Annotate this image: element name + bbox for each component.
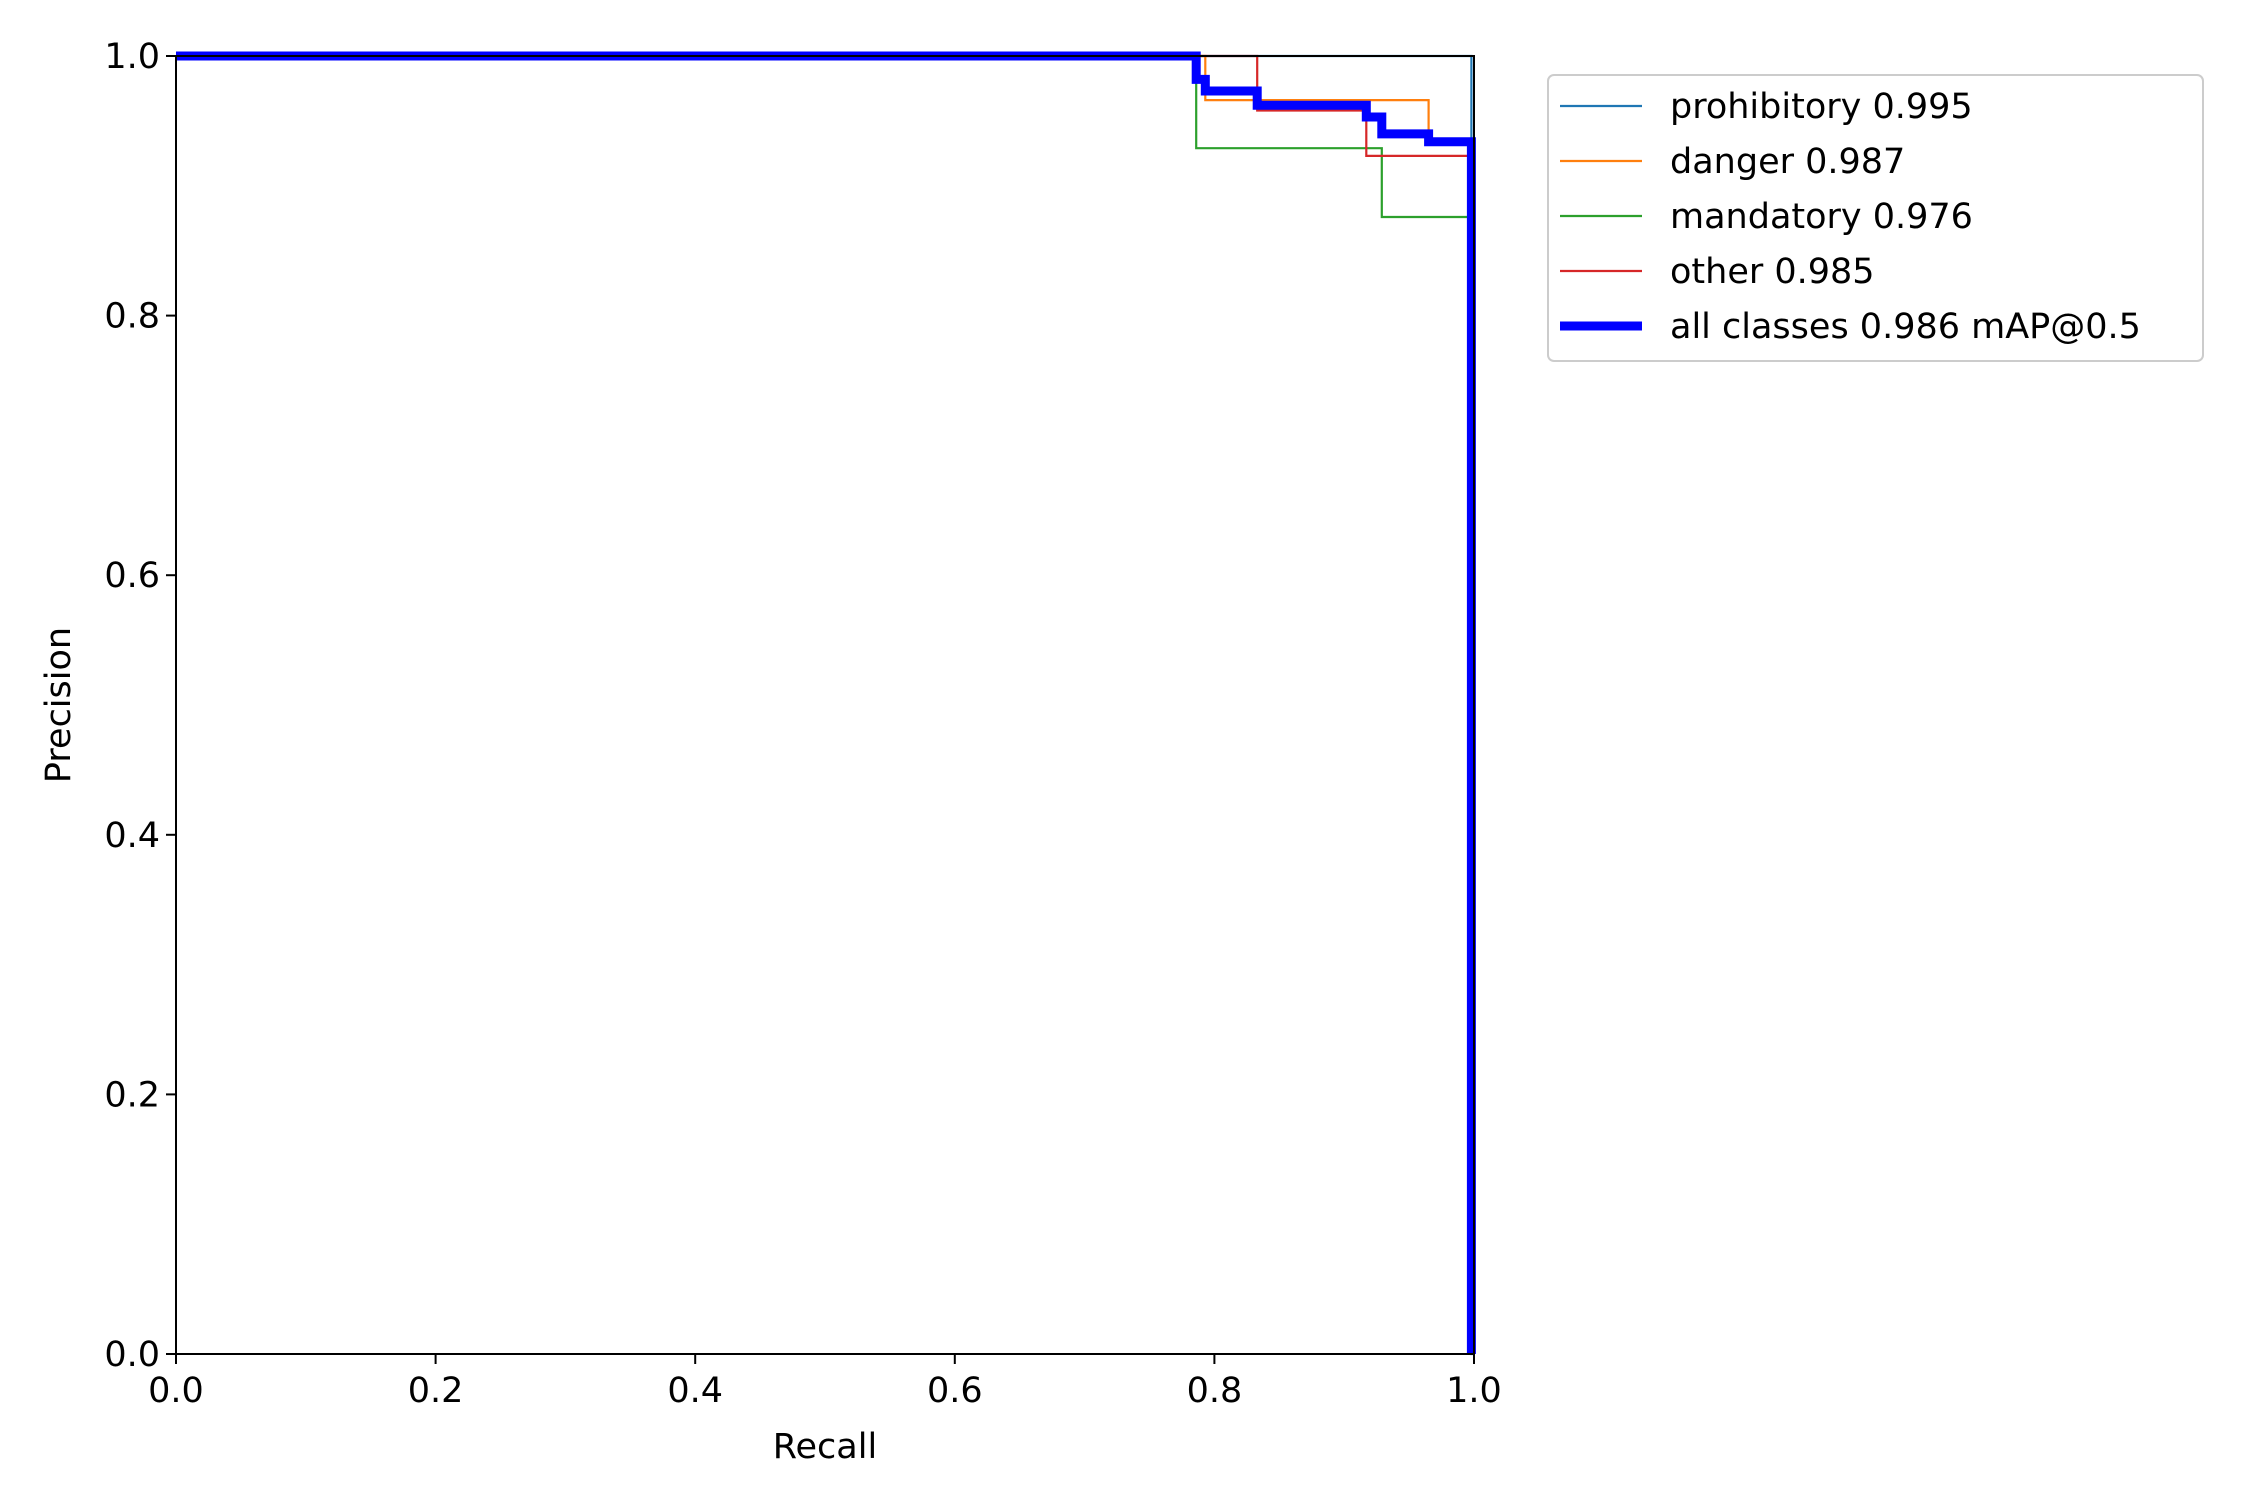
y-axis-label: Precision	[39, 627, 79, 783]
y-tick-label: 1.0	[104, 37, 160, 77]
x-tick-label: 0.4	[667, 1371, 723, 1411]
legend-label-prohibitory: prohibitory 0.995	[1670, 87, 1973, 127]
legend-label-danger: danger 0.987	[1670, 142, 1905, 182]
legend-frame	[1547, 74, 2204, 362]
y-tick-label: 0.0	[104, 1335, 160, 1375]
x-tick-label: 0.6	[927, 1371, 983, 1411]
x-tick-label: 1.0	[1446, 1371, 1502, 1411]
x-tick-label: 0.8	[1187, 1371, 1243, 1411]
y-tick-label: 0.2	[104, 1075, 160, 1115]
y-tick-label: 0.6	[104, 556, 160, 596]
y-tick-label: 0.4	[104, 816, 160, 856]
legend-label-all-classes: all classes 0.986 mAP@0.5	[1670, 307, 2141, 347]
series-line-all-classes	[176, 51, 1476, 1354]
x-axis-label: Recall	[773, 1427, 877, 1467]
legend-label-other: other 0.985	[1670, 252, 1875, 292]
legend-label-mandatory: mandatory 0.976	[1670, 197, 1973, 237]
y-tick-label: 0.8	[104, 297, 160, 337]
legend: prohibitory 0.995 danger 0.987 mandatory 0…	[1547, 74, 2204, 362]
x-tick-label: 0.2	[408, 1371, 464, 1411]
x-tick-label: 0.0	[148, 1371, 204, 1411]
plot-frame	[175, 55, 1475, 1355]
plot-area	[176, 56, 1474, 1354]
ticks-layer: 0.0 0.2 0.4 0.6 0.8 1.0 0.0 0.2 0.4 0.6 0.8 1.0	[104, 37, 1502, 1411]
